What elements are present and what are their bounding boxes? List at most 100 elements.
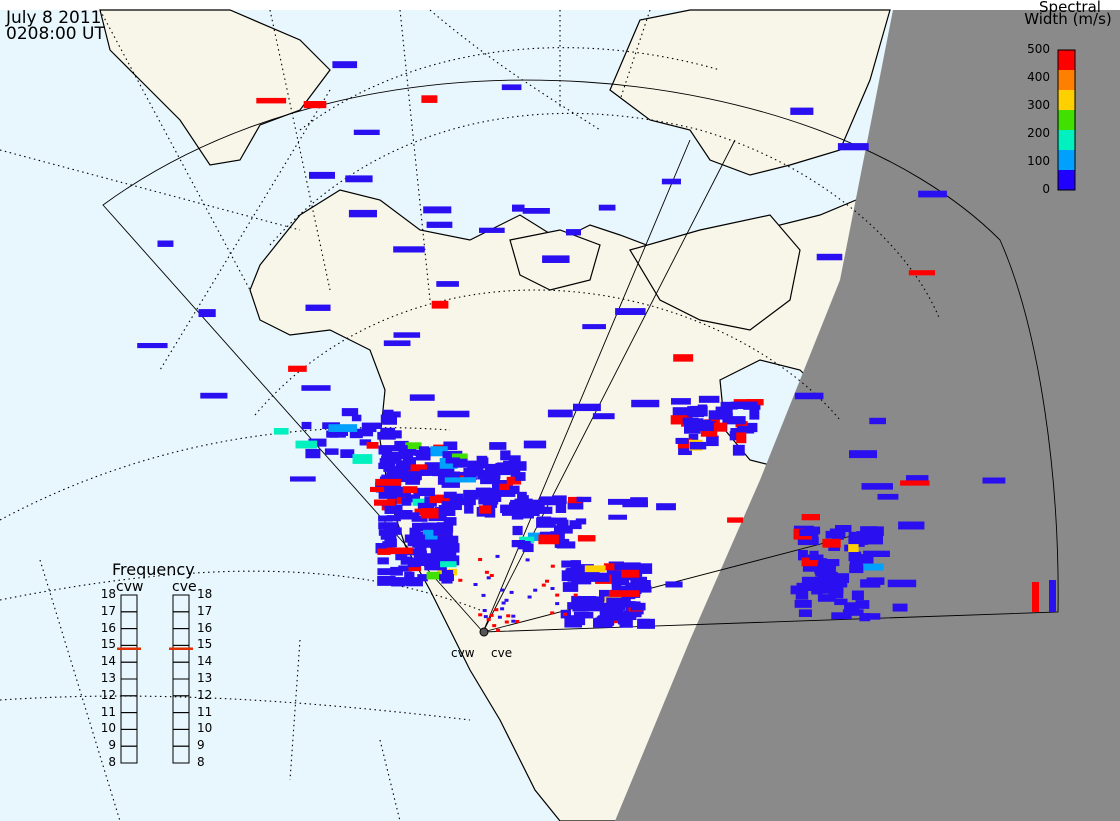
- scatter-cell: [688, 433, 699, 445]
- scatter-cell: [397, 468, 408, 480]
- scatter-cell: [737, 425, 755, 434]
- frequency-cell: [120, 745, 138, 764]
- scatter-cell: [458, 578, 463, 582]
- scatter-cell: [400, 512, 420, 520]
- scatter-cell: [844, 602, 860, 611]
- scatter-cell: [706, 435, 719, 447]
- scatter-cell: [295, 440, 318, 449]
- frequency-tick-label: 16: [100, 620, 116, 635]
- scatter-cell: [436, 522, 454, 533]
- scatter-cell: [500, 588, 505, 592]
- scatter-cell: [478, 505, 492, 514]
- scatter-cell: [848, 544, 859, 553]
- scatter-cell: [398, 565, 412, 572]
- scatter-cell: [620, 562, 641, 570]
- frequency-title: Frequency: [112, 560, 195, 579]
- scatter-cell: [816, 253, 843, 261]
- scatter-cell: [743, 404, 761, 410]
- scatter-cell: [697, 404, 708, 412]
- scatter-cell: [402, 486, 418, 494]
- scatter-cell: [633, 563, 653, 574]
- scatter-cell: [665, 581, 683, 588]
- scatter-cell: [481, 593, 486, 597]
- scatter-cell: [512, 525, 523, 536]
- frequency-tick-label: 18: [197, 587, 213, 601]
- scatter-cell: [426, 221, 453, 228]
- scatter-cell: [441, 570, 454, 577]
- scatter-cell: [621, 568, 639, 578]
- scatter-cell: [577, 535, 596, 542]
- scatter-cell: [591, 600, 605, 609]
- frequency-tick-label: 13: [197, 671, 213, 685]
- scatter-cell: [749, 408, 760, 420]
- scatter-cell: [429, 494, 450, 504]
- scatter-cell: [877, 493, 899, 500]
- scatter-cell: [573, 611, 590, 619]
- scatter-cell: [414, 543, 427, 553]
- scatter-cell: [352, 454, 373, 464]
- scatter-cell: [440, 561, 457, 568]
- scatter-cell: [491, 466, 511, 476]
- scatter-cell: [510, 466, 521, 477]
- scatter-cell: [460, 471, 477, 481]
- scatter-cell: [391, 579, 406, 587]
- scatter-cell: [407, 557, 421, 568]
- scatter-cell: [564, 615, 586, 626]
- frequency-tick-label: 11: [100, 704, 116, 719]
- scatter-cell: [345, 175, 373, 183]
- colorbar-title-line1: Spectral: [1039, 0, 1101, 16]
- scatter-cell: [562, 582, 579, 592]
- scatter-cell: [605, 601, 621, 613]
- scatter-cell: [395, 510, 405, 519]
- scatter-cell: [673, 354, 694, 362]
- scatter-cell: [569, 520, 582, 530]
- scatter-cell: [506, 476, 522, 485]
- scatter-cell: [437, 410, 470, 418]
- frequency-tick-label: 15: [100, 637, 116, 652]
- scatter-cell: [670, 415, 690, 425]
- scatter-cell: [518, 512, 534, 519]
- scatter-cell: [377, 568, 397, 576]
- scatter-cell: [700, 419, 712, 430]
- scatter-cell: [381, 445, 408, 452]
- colorbar-tick-label: 300: [1027, 98, 1050, 112]
- scatter-cell: [303, 101, 327, 109]
- scatter-cell: [418, 446, 430, 453]
- scatter-cell: [511, 614, 516, 618]
- scatter-cell: [684, 423, 701, 434]
- scatter-cell: [708, 410, 729, 420]
- scatter-cell: [869, 417, 887, 425]
- colorbar-segment: [1058, 50, 1075, 71]
- scatter-cell: [573, 593, 578, 597]
- scatter-cell: [550, 611, 555, 615]
- scatter-cell: [514, 472, 526, 481]
- scatter-cell: [433, 528, 453, 536]
- scatter-cell: [834, 598, 848, 606]
- radar-scatter: [137, 61, 1056, 632]
- time-label: 0208:00 UT: [6, 24, 105, 44]
- scatter-cell: [484, 467, 495, 478]
- scatter-cell: [386, 547, 413, 555]
- scatter-cell: [577, 572, 592, 582]
- scatter-cell: [494, 490, 516, 497]
- scatter-cell: [818, 559, 840, 567]
- scatter-cell: [817, 594, 836, 602]
- night-terminator: [615, 10, 1120, 821]
- scatter-cell: [384, 538, 397, 548]
- scatter-cell: [324, 448, 339, 455]
- frequency-tick-label: 18: [100, 587, 116, 601]
- scatter-cell: [430, 546, 445, 555]
- scatter-cell: [353, 428, 374, 437]
- scatter-cell: [822, 538, 841, 548]
- scatter-cell: [424, 562, 444, 571]
- scatter-cell: [572, 603, 587, 612]
- scatter-cell: [523, 440, 547, 449]
- scatter-cell: [500, 607, 505, 611]
- scatter-cell: [351, 414, 362, 422]
- scatter-cell: [288, 365, 307, 372]
- scatter-cell: [509, 590, 514, 594]
- scatter-cell: [366, 442, 379, 449]
- scatter-cell: [802, 564, 819, 572]
- scatter-cell: [700, 426, 718, 437]
- scatter-cell: [443, 517, 457, 526]
